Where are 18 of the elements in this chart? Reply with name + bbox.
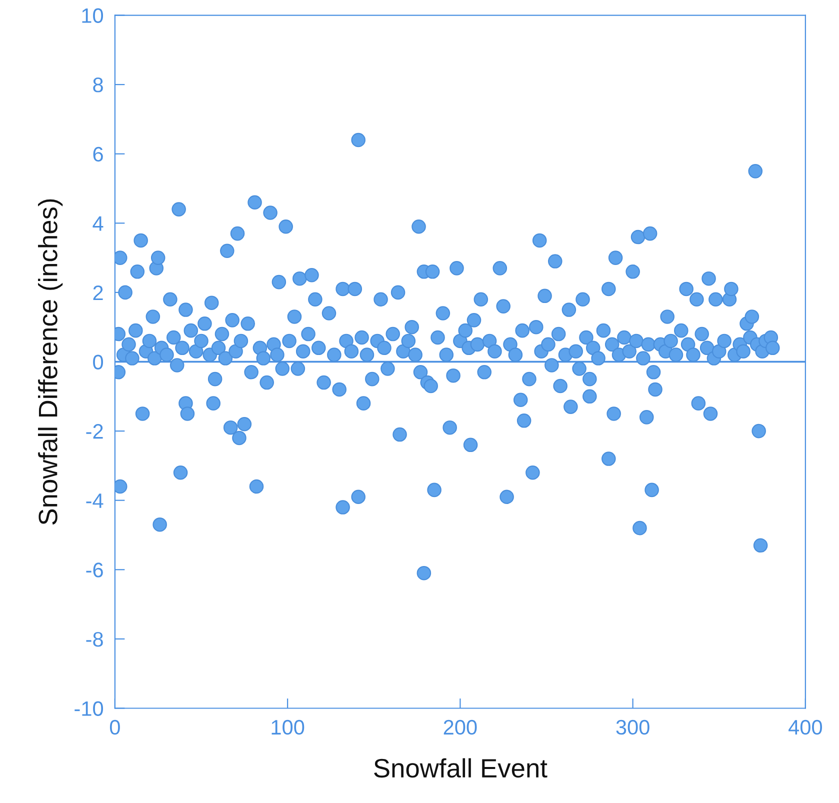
y-tick-label: 8 bbox=[93, 78, 103, 92]
x-tick-label: 300 bbox=[616, 720, 650, 735]
y-tick-label: -8 bbox=[86, 632, 103, 647]
y-tick-label: -4 bbox=[86, 494, 104, 508]
y-tick-label: 10 bbox=[82, 8, 104, 24]
y-tick-label: -10 bbox=[74, 701, 104, 716]
y-axis-title: Snowfall Difference (inches) bbox=[38, 199, 63, 525]
y-tick-label: 0 bbox=[93, 354, 104, 370]
x-tick-label: 0 bbox=[110, 720, 120, 735]
y-tick-label: -6 bbox=[86, 562, 103, 578]
y-tick-label: 2 bbox=[93, 285, 103, 300]
x-tick-label: 100 bbox=[272, 720, 304, 735]
x-tick-label: 400 bbox=[788, 720, 822, 735]
x-tick-label: 200 bbox=[444, 720, 477, 735]
y-tick-label: 4 bbox=[92, 216, 104, 231]
y-tick-label: -2 bbox=[86, 424, 103, 439]
y-tick-label: 6 bbox=[93, 146, 103, 162]
x-axis-title: Snowfall Event bbox=[374, 758, 548, 778]
